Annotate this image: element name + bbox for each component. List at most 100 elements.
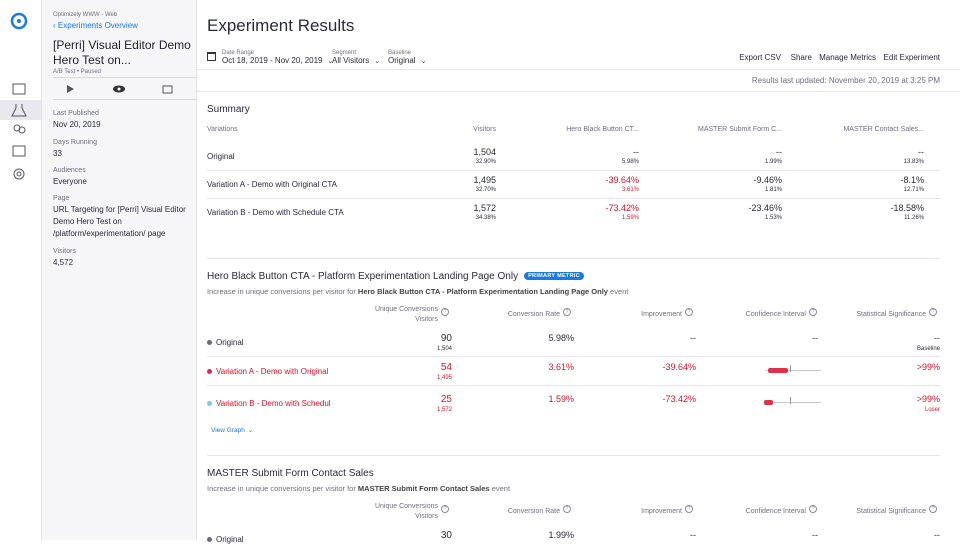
metric-title: Hero Black Button CTA - Platform Experim…	[207, 271, 584, 282]
view-graph-text: View Graph	[211, 427, 245, 434]
divider	[207, 258, 940, 259]
page-title: Experiment Results	[207, 16, 355, 35]
column-header: MASTER Contact Sales...	[843, 126, 924, 133]
column-header: Conversion Rate	[508, 507, 560, 517]
visitors: 1,495	[473, 175, 496, 185]
visitor-share: 32.70%	[475, 187, 496, 193]
filter-value[interactable]: Oct 18, 2019 - Nov 20, 2019 ⌄	[222, 56, 334, 65]
play-button[interactable]	[67, 85, 74, 93]
variation-name: Original	[207, 338, 244, 347]
field-label: Last Published	[53, 110, 99, 117]
experiment-title: [Perri] Visual Editor Demo Hero Test on.…	[53, 38, 191, 67]
caret: ⌄	[247, 427, 254, 434]
metric-rate: 1.99%	[764, 159, 782, 165]
back-link-text[interactable]: Experiments Overview	[57, 21, 138, 30]
help-icon: ?	[809, 505, 817, 513]
ci-axis	[765, 370, 821, 371]
divider	[207, 356, 940, 357]
visitor-share: 32.90%	[475, 159, 496, 165]
improvement: -39.64%	[662, 362, 696, 372]
icon-list[interactable]	[12, 83, 26, 95]
divider	[53, 99, 196, 100]
icon-pages[interactable]	[12, 145, 26, 157]
visitor-share: 34.38%	[475, 215, 496, 221]
metric-improvement: -23.46%	[748, 203, 782, 213]
view-graph-link[interactable]: View Graph ⌄	[211, 426, 253, 434]
metric-improvement: --	[633, 147, 639, 157]
help-icon: ?	[441, 505, 449, 513]
visitors: 1,572	[473, 203, 496, 213]
logo	[10, 12, 28, 30]
metric-improvement: -73.42%	[605, 203, 639, 213]
nav-icons	[0, 12, 41, 180]
metric-improvement: -18.58%	[890, 203, 924, 213]
help-icon: ?	[563, 308, 571, 316]
metric-rate: 13.83%	[903, 159, 924, 165]
significance: --	[934, 530, 940, 540]
column-label: Unique Conversions	[374, 503, 438, 510]
ci-zero	[790, 397, 791, 404]
back-link[interactable]: ‹ Experiments Overview	[53, 21, 138, 30]
metric-title: MASTER Submit Form Contact Sales	[207, 468, 374, 479]
column-sublabel: Visitors	[415, 513, 438, 520]
visitors: 1,504	[436, 346, 452, 352]
column-label: Improvement	[641, 508, 682, 515]
metric-improvement: -8.1%	[900, 175, 924, 185]
description-suffix: event	[491, 484, 511, 493]
description-prefix: Increase in unique conversions per visit…	[207, 287, 356, 296]
column-header: Improvement	[641, 507, 682, 517]
metric-improvement: -9.46%	[753, 175, 782, 185]
ci-bar	[764, 400, 773, 405]
action-button[interactable]: Share	[790, 53, 812, 62]
filter-value[interactable]: All Visitors ⌄	[332, 56, 381, 65]
icon-settings[interactable]	[13, 168, 25, 180]
column-header: Confidence Interval	[746, 310, 806, 320]
description-metric: MASTER Submit Form Contact Sales	[357, 484, 490, 493]
metric-improvement: --	[776, 147, 782, 157]
archive-button[interactable]	[162, 85, 173, 94]
column-sublabel: Visitors	[415, 316, 438, 323]
field-label: Visitors	[53, 248, 76, 255]
nav-rail	[0, 0, 42, 540]
column-header: Variations	[207, 126, 238, 133]
dropdown-caret: ⌄	[327, 58, 334, 65]
action-button[interactable]: Edit Experiment	[883, 53, 940, 62]
variation-name: Variation B - Demo with Schedule CTA	[207, 208, 344, 217]
action-button[interactable]: Manage Metrics	[819, 53, 876, 62]
column-header: Unique Conversions Visitors	[375, 305, 438, 325]
metric-description: Increase in unique conversions per visit…	[207, 484, 510, 493]
column-header: Improvement	[641, 310, 682, 320]
column-label: Unique Conversions	[374, 306, 438, 313]
action-button[interactable]: Export CSV	[739, 53, 781, 62]
metric-rate: 5.98%	[621, 159, 639, 165]
icon-flask[interactable]	[11, 104, 27, 117]
visitors: 1,504	[473, 147, 496, 157]
metric-improvement: --	[918, 147, 924, 157]
significance: >99%	[916, 394, 940, 404]
field-label: Page	[53, 195, 70, 202]
column-label: Improvement	[641, 311, 682, 318]
last-updated: Results last updated: November 20, 2019 …	[751, 76, 940, 85]
column-header: Conversion Rate	[508, 310, 560, 320]
metric-rate: 1.81%	[764, 187, 782, 193]
ci-bar	[768, 368, 788, 373]
significance-note: Loser	[924, 407, 940, 413]
column-header: Confidence Interval	[746, 507, 806, 517]
toolbar	[67, 85, 173, 94]
column-label: Statistical Significance	[856, 508, 926, 515]
field-value: Nov 20, 2019	[53, 120, 101, 129]
metric-rate: 12.71%	[903, 187, 924, 193]
metric-rate: 1.53%	[764, 215, 782, 221]
section-title: Summary	[207, 104, 250, 115]
variation-dot	[207, 401, 212, 407]
filter-value[interactable]: Original ⌄	[388, 56, 427, 65]
project-name: Optimizely WWW - Web	[53, 12, 118, 18]
logo-dot	[17, 19, 21, 23]
metric-rate: 11.26%	[904, 215, 924, 221]
active-item	[0, 100, 41, 120]
improvement: --	[690, 333, 696, 343]
column-header: Hero Black Button CT...	[566, 126, 639, 133]
column-header: MASTER Submit Form C...	[697, 126, 782, 133]
metric-description: Increase in unique conversions per visit…	[207, 287, 628, 296]
